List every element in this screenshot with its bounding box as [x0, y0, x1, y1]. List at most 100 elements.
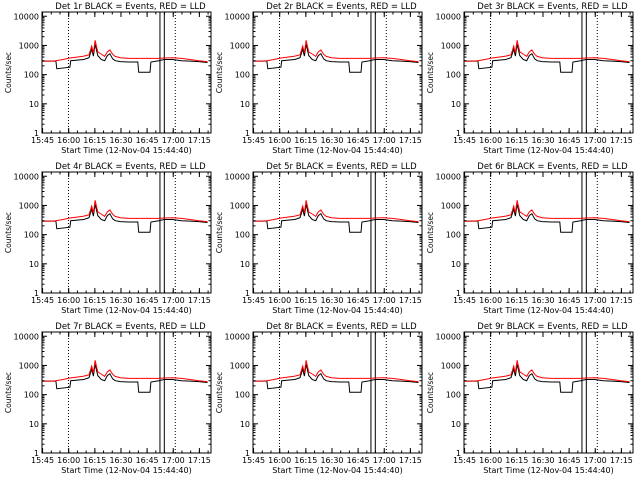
panel-title: Det 7r BLACK = Events, RED = LLD: [55, 322, 206, 332]
panel-title: Det 8r BLACK = Events, RED = LLD: [266, 322, 417, 332]
y-tick-label: 10: [451, 100, 461, 109]
y-tick-label: 1000: [230, 41, 250, 50]
x-tick-label: 16:15: [294, 136, 317, 145]
y-tick-label: 1: [456, 289, 461, 298]
x-tick-label: 17:15: [610, 136, 633, 145]
plot-frame: [41, 331, 212, 454]
detector-panel: Det 9r BLACK = Events, RED = LLD 1 10 100 10…: [426, 322, 634, 475]
x-tick-label: 16:45: [558, 136, 581, 145]
y-axis-label: Counts/sec: [4, 372, 13, 413]
detector-panel: Det 1r BLACK = Events, RED = LLD 1 10 100 10…: [4, 2, 212, 155]
y-tick-label: 10000: [225, 12, 250, 21]
x-tick-label: 17:00: [162, 296, 185, 305]
y-tick-label: 10000: [14, 172, 39, 181]
y-tick-label: 1: [245, 449, 250, 458]
y-tick-label: 10000: [436, 12, 461, 21]
x-axis-label: Start Time (12-Nov-04 15:44:40): [61, 466, 191, 475]
x-tick-label: 16:15: [83, 136, 106, 145]
y-tick-label: 1: [456, 449, 461, 458]
events-series-line: [464, 364, 630, 393]
y-tick-label: 1: [34, 449, 39, 458]
x-tick-label: 16:15: [83, 296, 106, 305]
x-tick-label: 16:00: [57, 296, 80, 305]
y-tick-label: 10: [451, 260, 461, 269]
y-tick-label: 10000: [225, 332, 250, 341]
y-tick-label: 1: [456, 129, 461, 138]
y-tick-label: 100: [24, 391, 39, 400]
y-tick-label: 1000: [19, 201, 39, 210]
events-series-line: [42, 44, 208, 73]
panel-title: Det 5r BLACK = Events, RED = LLD: [266, 162, 417, 172]
x-tick-label: 15:45: [242, 296, 265, 305]
y-tick-label: 1: [34, 129, 39, 138]
y-tick-label: 10000: [436, 172, 461, 181]
x-tick-label: 17:15: [399, 456, 422, 465]
x-tick-label: 16:00: [479, 456, 502, 465]
plot-frame: [252, 171, 423, 294]
x-tick-label: 17:15: [399, 136, 422, 145]
y-tick-label: 10: [29, 420, 39, 429]
x-tick-label: 16:45: [136, 136, 159, 145]
events-series-line: [42, 364, 208, 393]
panel-title: Det 2r BLACK = Events, RED = LLD: [266, 2, 417, 12]
events-series-line: [253, 204, 419, 233]
y-tick-label: 1000: [19, 41, 39, 50]
x-tick-label: 16:15: [294, 456, 317, 465]
x-tick-label: 15:45: [453, 136, 476, 145]
x-axis-label: Start Time (12-Nov-04 15:44:40): [272, 466, 402, 475]
detector-panel: Det 6r BLACK = Events, RED = LLD 1 10 100 10…: [426, 162, 634, 315]
lld-series-line: [464, 40, 630, 63]
lld-series-line: [253, 200, 419, 223]
panel-title: Det 6r BLACK = Events, RED = LLD: [477, 162, 628, 172]
x-axis-label: Start Time (12-Nov-04 15:44:40): [483, 146, 613, 155]
x-tick-label: 16:45: [558, 296, 581, 305]
x-tick-label: 16:15: [294, 296, 317, 305]
panel-title: Det 1r BLACK = Events, RED = LLD: [55, 2, 206, 12]
plot-frame: [463, 331, 634, 454]
x-tick-label: 15:45: [31, 456, 54, 465]
y-tick-label: 100: [446, 71, 461, 80]
x-tick-label: 17:15: [610, 296, 633, 305]
y-tick-label: 100: [24, 231, 39, 240]
x-tick-label: 16:00: [268, 136, 291, 145]
events-series-line: [464, 44, 630, 73]
plot-frame: [41, 171, 212, 294]
x-tick-label: 17:15: [188, 296, 211, 305]
x-tick-label: 17:00: [584, 136, 607, 145]
x-axis-label: Start Time (12-Nov-04 15:44:40): [61, 306, 191, 315]
x-axis-label: Start Time (12-Nov-04 15:44:40): [272, 306, 402, 315]
x-tick-label: 15:45: [31, 136, 54, 145]
x-tick-label: 16:00: [479, 296, 502, 305]
plot-frame: [252, 331, 423, 454]
lld-series-line: [42, 40, 208, 63]
plot-frame: [463, 171, 634, 294]
x-tick-label: 15:45: [453, 296, 476, 305]
y-tick-label: 10: [240, 100, 250, 109]
x-axis-label: Start Time (12-Nov-04 15:44:40): [272, 146, 402, 155]
y-tick-label: 1000: [230, 361, 250, 370]
y-tick-label: 10: [451, 420, 461, 429]
lld-series-line: [253, 40, 419, 63]
x-tick-label: 16:15: [505, 296, 528, 305]
x-axis-label: Start Time (12-Nov-04 15:44:40): [61, 146, 191, 155]
panel-title: Det 9r BLACK = Events, RED = LLD: [477, 322, 628, 332]
y-axis-label: Counts/sec: [215, 212, 224, 253]
y-tick-label: 10000: [14, 332, 39, 341]
x-tick-label: 16:30: [531, 136, 554, 145]
detector-panel: Det 3r BLACK = Events, RED = LLD 1 10 100 10…: [426, 2, 634, 155]
x-tick-label: 16:30: [320, 456, 343, 465]
x-tick-label: 17:15: [188, 456, 211, 465]
lld-series-line: [464, 360, 630, 383]
y-tick-label: 1000: [441, 361, 461, 370]
y-tick-label: 1: [245, 129, 250, 138]
x-tick-label: 16:00: [268, 456, 291, 465]
y-tick-label: 10000: [436, 332, 461, 341]
events-series-line: [253, 44, 419, 73]
y-tick-label: 10000: [225, 172, 250, 181]
events-series-line: [42, 204, 208, 233]
x-tick-label: 16:45: [347, 296, 370, 305]
y-axis-label: Counts/sec: [426, 52, 435, 93]
x-tick-label: 16:30: [109, 296, 132, 305]
y-tick-label: 1: [34, 289, 39, 298]
